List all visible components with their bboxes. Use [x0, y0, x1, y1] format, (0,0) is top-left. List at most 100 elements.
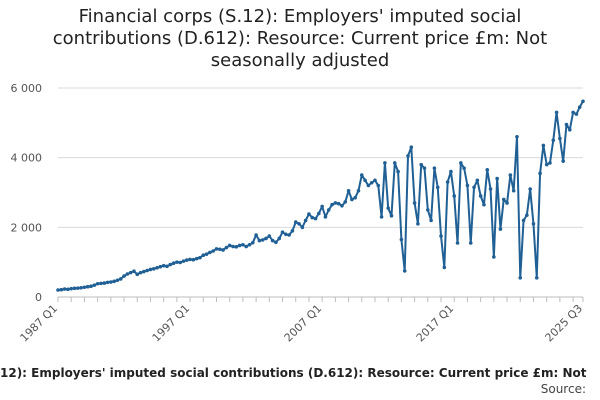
data-point: [260, 238, 265, 242]
data-point: [323, 215, 328, 219]
data-point: [383, 161, 387, 165]
data-point: [274, 240, 278, 245]
data-point: [554, 110, 559, 115]
data-point: [518, 276, 523, 280]
data-point: [409, 145, 414, 150]
data-point: [350, 197, 354, 202]
data-point: [145, 268, 149, 273]
data-point: [392, 161, 397, 165]
data-point: [511, 188, 516, 193]
data-point: [544, 162, 549, 167]
data-point: [112, 279, 116, 284]
data-point: [525, 213, 529, 217]
data-point: [69, 286, 74, 291]
data-point: [548, 161, 552, 165]
data-point: [79, 285, 83, 290]
data-point: [346, 188, 351, 193]
data-point: [406, 154, 410, 158]
data-point: [538, 171, 542, 176]
data-point: [485, 168, 490, 172]
data-point: [386, 206, 390, 210]
data-point: [109, 280, 113, 284]
data-point: [158, 264, 163, 269]
data-point: [128, 270, 133, 275]
data-point: [363, 178, 367, 183]
data-point: [231, 244, 235, 249]
data-point: [234, 245, 239, 249]
series-line: [57, 100, 584, 292]
chart-title: Financial corps (S.12): Employers' imput…: [52, 6, 548, 71]
data-point: [412, 201, 417, 205]
data-point: [82, 285, 87, 290]
data-point: [224, 245, 229, 250]
data-point: [151, 266, 156, 271]
data-point: [333, 201, 338, 205]
x-tick-label: 2017 Q1: [414, 302, 457, 345]
data-point: [373, 178, 377, 183]
data-point: [531, 222, 536, 226]
data-point: [422, 166, 427, 170]
data-point: [227, 243, 232, 248]
data-point: [459, 161, 463, 165]
data-point: [303, 218, 308, 223]
data-point: [577, 105, 582, 109]
data-point: [208, 250, 212, 255]
data-point: [416, 222, 420, 226]
data-point: [508, 173, 513, 177]
data-point: [95, 281, 100, 286]
data-point: [135, 272, 140, 277]
data-point: [99, 281, 103, 286]
data-point: [475, 178, 480, 183]
data-point: [56, 288, 60, 292]
data-point: [541, 143, 546, 148]
data-point: [264, 236, 268, 241]
data-point: [465, 183, 470, 188]
data-point: [369, 180, 374, 185]
data-point: [148, 267, 153, 272]
data-point: [317, 211, 321, 216]
data-point: [76, 286, 80, 290]
y-tick-label: 2 000: [11, 221, 43, 234]
data-point: [59, 287, 64, 292]
data-point: [105, 280, 110, 285]
data-point: [293, 220, 298, 224]
data-point: [198, 255, 202, 260]
x-tick-label: 2007 Q1: [282, 302, 325, 345]
data-point: [356, 188, 361, 193]
data-point: [528, 187, 532, 191]
data-point: [241, 242, 245, 247]
data-point: [191, 257, 196, 262]
data-point: [62, 287, 67, 291]
data-point: [132, 269, 136, 274]
y-tick-label: 4 000: [11, 152, 43, 165]
legend-text: 12): Employers' imputed social contribut…: [0, 366, 587, 380]
data-point: [72, 286, 77, 291]
data-point: [581, 99, 585, 104]
data-point: [300, 225, 305, 230]
data-point: [290, 229, 295, 233]
data-point: [237, 243, 242, 248]
data-point: [462, 166, 466, 170]
data-point: [353, 195, 357, 200]
data-point: [419, 162, 424, 167]
source-text: Source:: [540, 382, 586, 396]
x-tick-label: 2025 Q3: [543, 302, 586, 345]
data-point: [66, 287, 70, 292]
data-point: [270, 238, 275, 243]
data-point: [498, 227, 503, 231]
data-point: [221, 248, 225, 252]
data-point: [168, 262, 173, 267]
data-point: [115, 278, 120, 283]
data-point: [85, 284, 90, 289]
data-point: [505, 201, 509, 205]
data-point: [574, 112, 579, 116]
data-point: [184, 258, 189, 262]
data-point: [204, 252, 209, 256]
data-point: [515, 134, 519, 139]
x-tick-label: 1987 Q1: [18, 302, 61, 345]
data-point: [366, 183, 371, 188]
data-point: [267, 234, 272, 238]
x-tick-label: 1997 Q1: [150, 302, 193, 345]
data-point: [175, 260, 179, 264]
data-point: [217, 247, 222, 252]
